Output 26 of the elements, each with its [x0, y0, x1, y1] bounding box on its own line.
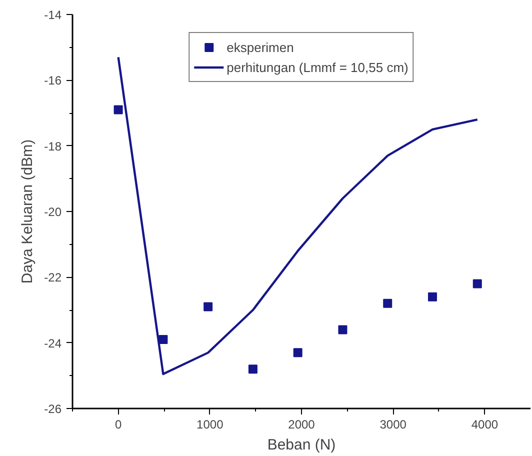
y-tick-label: -26 — [44, 402, 62, 416]
legend-label: perhitungan (Lmmf = 10,55 cm) — [226, 60, 408, 74]
x-tick-label: 1000 — [196, 418, 224, 432]
point — [472, 279, 482, 288]
y-tick-label: -18 — [44, 139, 62, 154]
x-tick-label: 4000 — [471, 418, 498, 432]
y-tick-label: -14 — [44, 8, 62, 22]
line-series — [117, 56, 478, 376]
y-axis-title: Daya Keluaran (dBm) — [19, 139, 36, 284]
point — [428, 292, 437, 302]
legend-label: eksperimen — [226, 40, 294, 54]
y-tick-label: -20 — [44, 205, 62, 219]
point — [383, 298, 392, 308]
y-tick-label: -24 — [44, 336, 62, 350]
point — [248, 364, 258, 374]
y-tick-label: -16 — [44, 74, 62, 88]
point — [293, 348, 302, 358]
y-tick-label: -22 — [44, 270, 62, 285]
x-tick-label: 0 — [114, 418, 122, 432]
point — [158, 335, 168, 344]
point — [204, 302, 213, 312]
x-axis-title: Beban (N) — [267, 436, 336, 454]
point — [114, 105, 123, 114]
x-tick-label: 2000 — [288, 418, 316, 432]
x-tick-label: 3000 — [380, 418, 407, 432]
point — [338, 325, 348, 334]
